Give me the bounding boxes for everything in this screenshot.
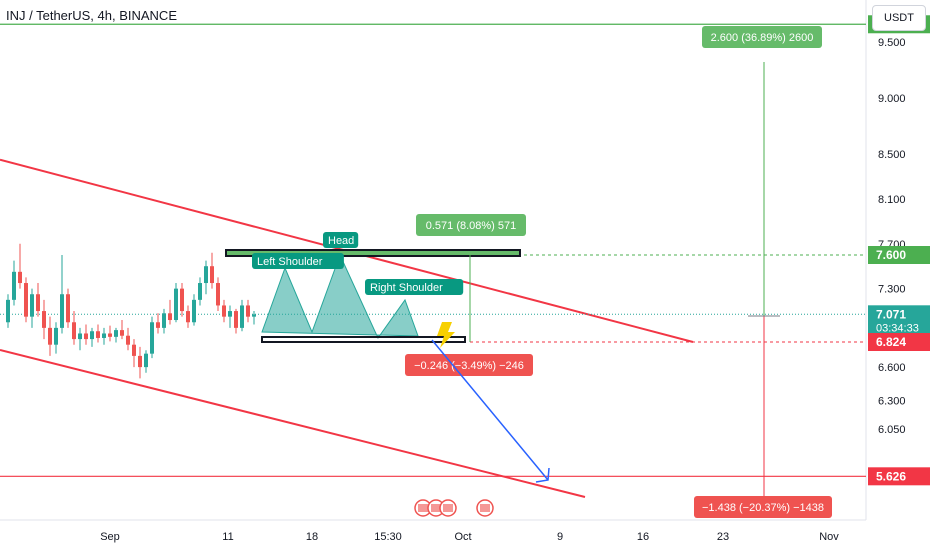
neckline-box <box>261 336 466 343</box>
candle-body <box>138 355 142 368</box>
candle-body <box>132 344 136 356</box>
currency-button[interactable]: USDT <box>872 5 926 31</box>
y-tick-label: 6.300 <box>878 396 906 408</box>
candle-body <box>252 314 256 317</box>
y-tick-label: 6.050 <box>878 424 906 436</box>
y-tick-label: 8.100 <box>878 194 906 206</box>
projection-arrow-line <box>431 339 549 481</box>
candle-body <box>234 311 238 328</box>
candle-body <box>210 266 214 284</box>
price-label-bg <box>868 467 930 486</box>
candle-body <box>192 299 196 323</box>
lightning-icon <box>437 322 455 348</box>
candle-body <box>108 333 112 337</box>
measurement-label: 0.571 (8.08%) 571 <box>426 220 517 232</box>
candle-body <box>96 331 100 338</box>
measurement-label: −1.438 (−20.37%) −1438 <box>702 502 824 514</box>
countdown-label: 03:34:33 <box>876 322 919 334</box>
x-tick-label: Oct <box>454 531 471 543</box>
candle-body <box>114 330 118 337</box>
price-label: 7.600 <box>876 248 906 262</box>
candle-body <box>84 333 88 340</box>
candle-body <box>36 294 40 312</box>
price-label-bg <box>868 246 930 264</box>
x-tick-label: Sep <box>100 531 120 543</box>
x-tick-label: 23 <box>717 531 729 543</box>
candle-body <box>6 299 10 323</box>
candle-body <box>168 313 172 321</box>
candle-body <box>162 313 166 328</box>
candle-body <box>126 335 130 345</box>
candle-body <box>120 330 124 336</box>
price-label: 5.626 <box>876 469 906 483</box>
candle-body <box>102 333 106 338</box>
candle-body <box>12 271 16 300</box>
us-flag-icon <box>418 504 428 512</box>
x-tick-label: 16 <box>637 531 649 543</box>
candle-body <box>54 327 58 345</box>
us-flag-icon <box>431 504 441 512</box>
measurement-label-bg <box>416 214 526 236</box>
candle-body <box>198 283 202 300</box>
pattern-label-bg <box>252 253 344 269</box>
candle-body <box>72 322 76 340</box>
price-label: 6.824 <box>876 335 906 349</box>
measurement-label-bg <box>405 354 533 376</box>
candle-body <box>30 294 34 317</box>
candle-body <box>24 283 28 317</box>
candle-body <box>156 322 160 328</box>
head-shoulders-pattern <box>261 253 419 339</box>
candle-body <box>204 266 208 284</box>
y-tick-label: 8.500 <box>878 149 906 161</box>
pattern-label-bg <box>365 279 464 295</box>
candle-body <box>78 333 82 340</box>
y-tick-label: 9.500 <box>878 37 906 49</box>
measurement-label-bg <box>702 26 822 48</box>
candle-body <box>42 311 46 328</box>
channel-lower-line <box>0 349 586 498</box>
candle-body <box>240 305 244 328</box>
x-tick-label: 11 <box>222 531 233 543</box>
y-tick-label: 6.600 <box>878 362 906 374</box>
candle-body <box>150 322 154 354</box>
projection-arrowhead <box>535 467 550 483</box>
candle-body <box>174 288 178 321</box>
y-tick-label: 9.000 <box>878 93 906 105</box>
pattern-label: Right Shoulder <box>370 282 443 294</box>
candle-body <box>18 271 22 284</box>
candle-body <box>216 283 220 306</box>
candle-body <box>222 305 226 317</box>
x-tick-label: Nov <box>819 531 839 543</box>
price-label-bg <box>868 305 930 336</box>
x-tick-label: 18 <box>306 531 318 543</box>
us-flag-icon <box>443 504 453 512</box>
candle-body <box>66 294 70 323</box>
measurement-label-bg <box>694 496 832 518</box>
pattern-label: Left Shoulder <box>257 256 323 268</box>
x-tick-label: 15:30 <box>374 531 402 543</box>
candle-body <box>228 311 232 317</box>
measurement-label: 2.600 (36.89%) 2600 <box>711 32 814 44</box>
candle-body <box>90 331 94 340</box>
candle-body <box>48 327 52 345</box>
candle-body <box>246 305 250 317</box>
price-label-bg <box>868 333 930 351</box>
measurement-label: −0.246 (−3.49%) −246 <box>414 360 524 372</box>
price-label: 7.071 <box>876 307 906 321</box>
us-flag-icon <box>480 504 490 512</box>
x-tick-label: 9 <box>557 531 563 543</box>
candle-body <box>180 288 184 312</box>
y-tick-label: 7.300 <box>878 284 906 296</box>
resistance-box <box>225 249 521 257</box>
candle-body <box>144 353 148 368</box>
pattern-label: Head <box>328 235 354 247</box>
pattern-label-bg <box>323 232 359 248</box>
candle-body <box>186 311 190 323</box>
candle-body <box>60 294 64 328</box>
symbol-title: INJ / TetherUS, 4h, BINANCE <box>6 8 177 23</box>
